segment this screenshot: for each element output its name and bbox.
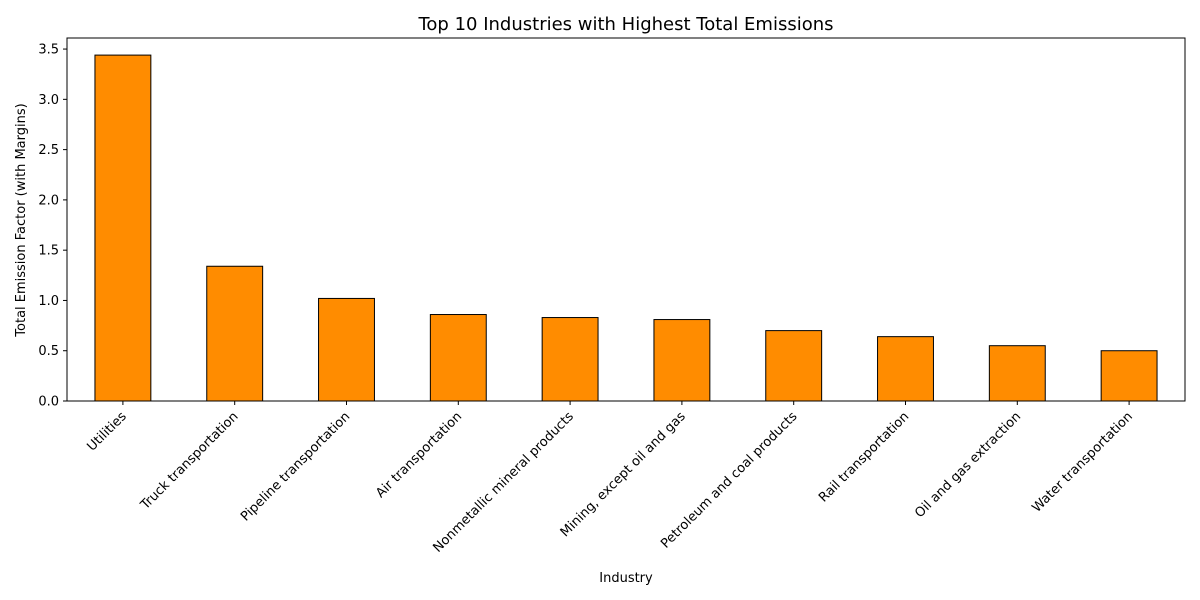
bar: [541, 317, 599, 402]
bar: [1100, 350, 1158, 402]
x-tick-label: Petroleum and coal products: [658, 409, 801, 552]
bar: [877, 336, 934, 402]
y-tick-label: 0.5: [38, 344, 59, 359]
x-tick-label: Water transportation: [1030, 409, 1136, 515]
bar: [653, 319, 711, 402]
bar: [94, 54, 152, 402]
bar: [429, 314, 487, 402]
x-tick-label: Air transportation: [373, 409, 465, 501]
plot-area: 0.0 0.5 1.0 1.5 2.0 2.5 3.0 3.5 Utilities Truck t…: [38, 37, 1186, 556]
bar: [318, 297, 375, 402]
y-axis-title: Total Emission Factor (with Margins): [14, 103, 29, 337]
bar: [765, 330, 823, 402]
plot-frame: [66, 37, 1186, 402]
bar: [206, 265, 264, 402]
y-tick-label: 0.0: [38, 395, 59, 410]
bar: [988, 345, 1046, 402]
chart-title: Top 10 Industries with Highest Total Emi…: [417, 14, 833, 35]
x-tick-label: Oil and gas extraction: [912, 409, 1024, 521]
x-tick-label: Truck transportation: [137, 409, 241, 513]
y-tick-label: 3.5: [38, 43, 59, 58]
y-tick-label: 3.0: [38, 93, 59, 108]
x-tick-label: Utilities: [85, 409, 130, 454]
y-tick-label: 2.0: [38, 193, 59, 208]
y-tick-label: 1.0: [38, 294, 59, 309]
y-tick-label: 2.5: [38, 143, 59, 158]
x-tick-label: Rail transportation: [816, 409, 912, 505]
x-tick-label: Mining, except oil and gas: [558, 409, 689, 540]
x-tick-label: Pipeline transportation: [238, 409, 353, 524]
y-tick-label: 1.5: [38, 244, 59, 259]
x-axis-title: Industry: [599, 571, 653, 586]
